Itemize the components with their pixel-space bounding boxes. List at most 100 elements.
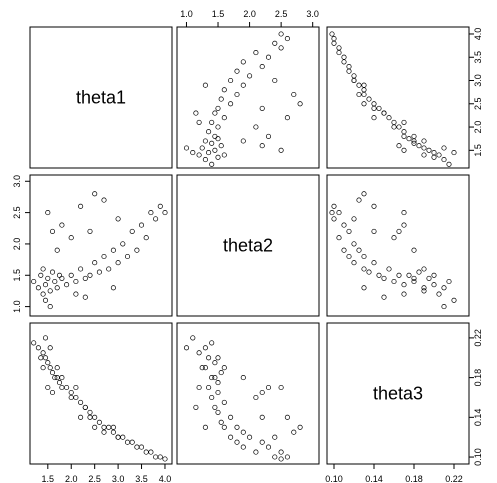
data-point-theta2-theta1: [42, 297, 49, 303]
data-point-theta2-theta3: [341, 222, 347, 228]
data-point-theta3-theta1: [47, 345, 53, 351]
data-point-theta3-theta1: [82, 404, 88, 410]
data-point-theta3-theta2: [259, 439, 265, 445]
data-point-theta1-theta3: [356, 91, 362, 98]
data-point-theta1-theta2: [196, 152, 202, 158]
data-point-theta1-theta3: [341, 59, 347, 65]
data-point-theta1-theta3: [436, 152, 442, 158]
data-point-theta1-theta3: [371, 115, 377, 121]
data-point-theta1-theta2: [206, 129, 212, 135]
data-point-theta1-theta3: [361, 82, 367, 88]
data-point-theta2-theta3: [446, 278, 452, 285]
data-point-theta1-theta3: [446, 161, 452, 167]
data-point-theta1-theta2: [209, 161, 215, 167]
data-point-theta1-theta3: [401, 119, 407, 125]
data-point-theta2-theta3: [361, 285, 367, 291]
data-point-theta1-theta2: [259, 64, 265, 70]
data-point-theta2-theta3: [361, 191, 367, 197]
tick-label-theta1: 2.5: [473, 98, 483, 111]
data-point-theta2-theta1: [54, 285, 60, 291]
data-point-theta1-theta3: [451, 150, 457, 156]
data-point-theta2-theta1: [45, 210, 51, 216]
data-point-theta1-theta2: [272, 40, 278, 46]
data-point-theta2-theta3: [336, 210, 342, 216]
data-point-theta1-theta2: [234, 68, 240, 74]
data-point-theta2-theta3: [411, 278, 417, 285]
data-point-theta1-theta2: [212, 110, 218, 116]
tick-label-theta1: 4.0: [473, 28, 483, 41]
data-point-theta3-theta2: [209, 340, 215, 346]
data-point-theta2-theta3: [386, 266, 392, 272]
data-point-theta1-theta2: [199, 145, 205, 151]
data-point-theta3-theta1: [115, 434, 121, 440]
data-point-theta2-theta1: [129, 228, 135, 234]
tick-label-theta2: 3.0: [306, 9, 319, 19]
data-point-theta3-theta1: [54, 365, 60, 371]
data-point-theta3-theta2: [215, 409, 221, 415]
data-point-theta1-theta3: [416, 143, 422, 149]
data-point-theta2-theta3: [421, 288, 427, 294]
data-point-theta2-theta3: [346, 228, 352, 234]
data-point-theta3-theta1: [49, 389, 56, 396]
data-point-theta3-theta2: [234, 424, 240, 430]
data-point-theta1-theta3: [441, 157, 447, 163]
data-point-theta2-theta1: [124, 253, 131, 260]
data-point-theta3-theta1: [59, 375, 65, 381]
data-point-theta2-theta1: [73, 291, 79, 297]
data-point-theta2-theta3: [376, 272, 382, 278]
data-point-theta3-theta2: [228, 414, 234, 420]
data-point-theta1-theta2: [228, 101, 234, 107]
tick-label-theta1: 1.5: [42, 474, 55, 483]
data-point-theta3-theta2: [212, 375, 218, 381]
data-point-theta1-theta3: [351, 73, 357, 79]
data-point-theta1-theta2: [183, 145, 190, 151]
data-point-theta3-theta2: [196, 350, 202, 356]
data-point-theta1-theta3: [376, 105, 382, 111]
panel-frame-theta3-theta2: [176, 322, 320, 465]
data-point-theta2-theta3: [381, 294, 387, 300]
data-point-theta3-theta2: [212, 360, 218, 366]
tick-label-theta2: 3.0: [12, 175, 22, 188]
data-point-theta3-theta1: [45, 384, 51, 391]
tick-label-theta1: 3.0: [112, 474, 125, 483]
data-point-theta2-theta1: [87, 272, 93, 278]
data-point-theta3-theta1: [92, 414, 98, 420]
tick-label-theta3: 0.14: [473, 409, 483, 427]
data-point-theta1-theta2: [218, 143, 224, 149]
tick-label-theta1: 3.5: [473, 51, 483, 64]
data-point-theta1-theta2: [202, 157, 208, 163]
data-point-theta3-theta2: [196, 384, 202, 391]
tick-label-theta3: 0.18: [405, 474, 423, 483]
diagonal-label-theta1: theta1: [76, 88, 126, 108]
data-point-theta2-theta1: [92, 191, 98, 197]
data-point-theta1-theta2: [212, 147, 218, 153]
data-point-theta3-theta1: [47, 365, 53, 371]
data-point-theta1-theta2: [221, 115, 227, 121]
data-point-theta1-theta2: [259, 105, 265, 111]
data-point-theta2-theta3: [396, 272, 402, 278]
data-point-theta2-theta1: [78, 266, 84, 272]
data-point-theta1-theta2: [253, 124, 259, 130]
data-point-theta3-theta2: [240, 444, 246, 450]
data-point-theta1-theta2: [221, 87, 227, 93]
data-point-theta2-theta3: [441, 285, 447, 291]
data-point-theta3-theta2: [284, 414, 290, 420]
diagonal-label-theta2: theta2: [223, 236, 273, 256]
data-point-theta1-theta2: [193, 110, 199, 116]
data-point-theta3-theta1: [96, 419, 102, 425]
data-point-theta3-theta2: [221, 424, 227, 430]
data-point-theta2-theta1: [68, 235, 74, 241]
data-point-theta3-theta2: [253, 394, 259, 401]
data-point-theta2-theta1: [115, 216, 121, 222]
data-point-theta2-theta3: [391, 278, 397, 285]
data-point-theta1-theta3: [341, 54, 347, 60]
data-point-theta3-theta2: [221, 365, 227, 371]
data-point-theta2-theta1: [78, 203, 84, 209]
data-point-theta3-theta1: [162, 456, 168, 462]
data-point-theta2-theta3: [431, 272, 437, 278]
diagonal-label-theta3: theta3: [373, 384, 423, 404]
data-point-theta2-theta1: [73, 278, 79, 285]
panel-frame-theta2-theta3: [326, 174, 470, 317]
data-point-theta2-theta3: [336, 235, 342, 241]
data-point-theta2-theta1: [138, 222, 145, 228]
